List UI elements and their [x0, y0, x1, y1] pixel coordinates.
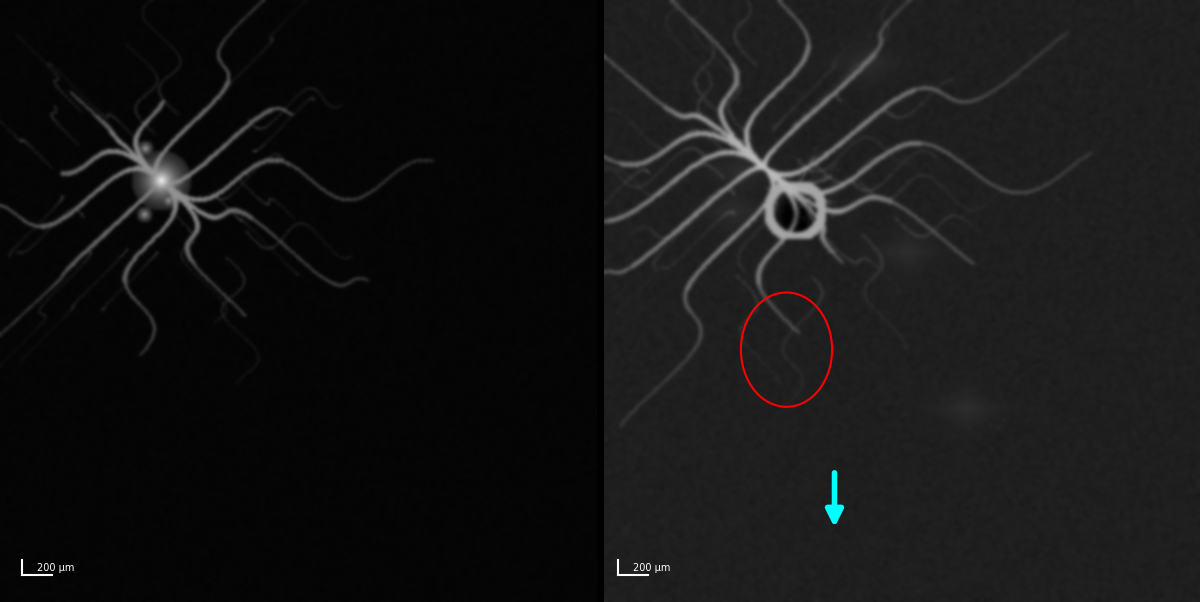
- Text: 200 μm: 200 μm: [37, 563, 74, 573]
- Text: 200 μm: 200 μm: [634, 563, 671, 573]
